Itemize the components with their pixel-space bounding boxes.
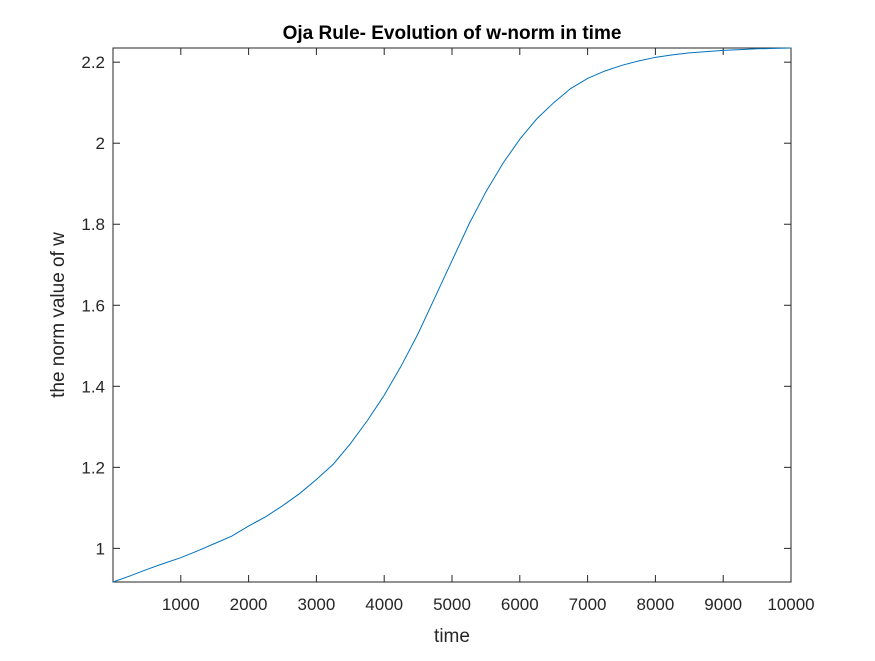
y-tick-label: 1.6 <box>81 296 105 315</box>
x-axis-ticks: 1000 2000 3000 4000 5000 6000 7000 8000 9000 1000… <box>162 48 815 614</box>
x-tick-label: 2000 <box>230 595 268 614</box>
y-tick-label: 2.2 <box>81 53 105 72</box>
y-tick-label: 2 <box>96 134 105 153</box>
y-axis-ticks: 1 1.2 1.4 1.6 1.8 2 2.2 <box>81 53 791 558</box>
x-tick-label: 1000 <box>162 595 200 614</box>
series-line <box>112 47 792 583</box>
x-tick-label: 5000 <box>433 595 471 614</box>
x-tick-label: 8000 <box>636 595 674 614</box>
x-tick-label: 9000 <box>704 595 742 614</box>
y-axis-label: the norm value of w <box>48 232 69 398</box>
chart-title: Oja Rule- Evolution of w-norm in time <box>283 23 622 44</box>
x-axis-label: time <box>434 626 470 647</box>
x-tick-label: 3000 <box>297 595 335 614</box>
y-tick-label: 1.4 <box>81 377 105 396</box>
y-tick-label: 1.8 <box>81 215 105 234</box>
x-tick-label: 4000 <box>365 595 403 614</box>
x-tick-label: 10000 <box>767 595 814 614</box>
x-tick-label: 6000 <box>501 595 539 614</box>
y-tick-label: 1.2 <box>81 458 105 477</box>
y-tick-label: 1 <box>96 539 105 558</box>
x-tick-label: 7000 <box>569 595 607 614</box>
plot-area <box>112 47 792 583</box>
